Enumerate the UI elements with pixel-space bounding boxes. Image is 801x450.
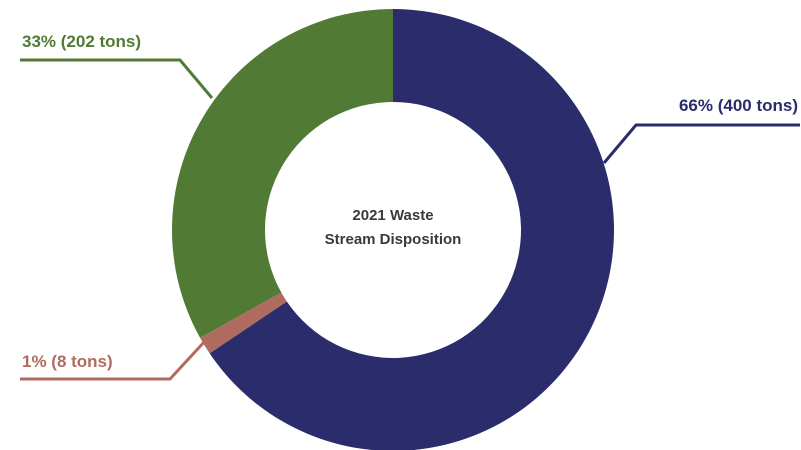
slice-label-0: 66% (400 tons) xyxy=(679,96,798,115)
slice-label-1: 1% (8 tons) xyxy=(22,352,113,371)
leader-line-2 xyxy=(20,58,214,99)
leader-line-0 xyxy=(602,123,800,164)
donut-slice-0 xyxy=(209,9,614,450)
donut-slice-2 xyxy=(172,9,393,338)
donut-slices xyxy=(172,9,614,450)
chart-title-line-2: Stream Disposition xyxy=(325,231,462,248)
chart-title-line-1: 2021 Waste xyxy=(352,207,433,224)
slice-label-2: 33% (202 tons) xyxy=(22,32,141,51)
leader-line-1 xyxy=(20,338,208,381)
donut-slice-1 xyxy=(200,292,287,354)
